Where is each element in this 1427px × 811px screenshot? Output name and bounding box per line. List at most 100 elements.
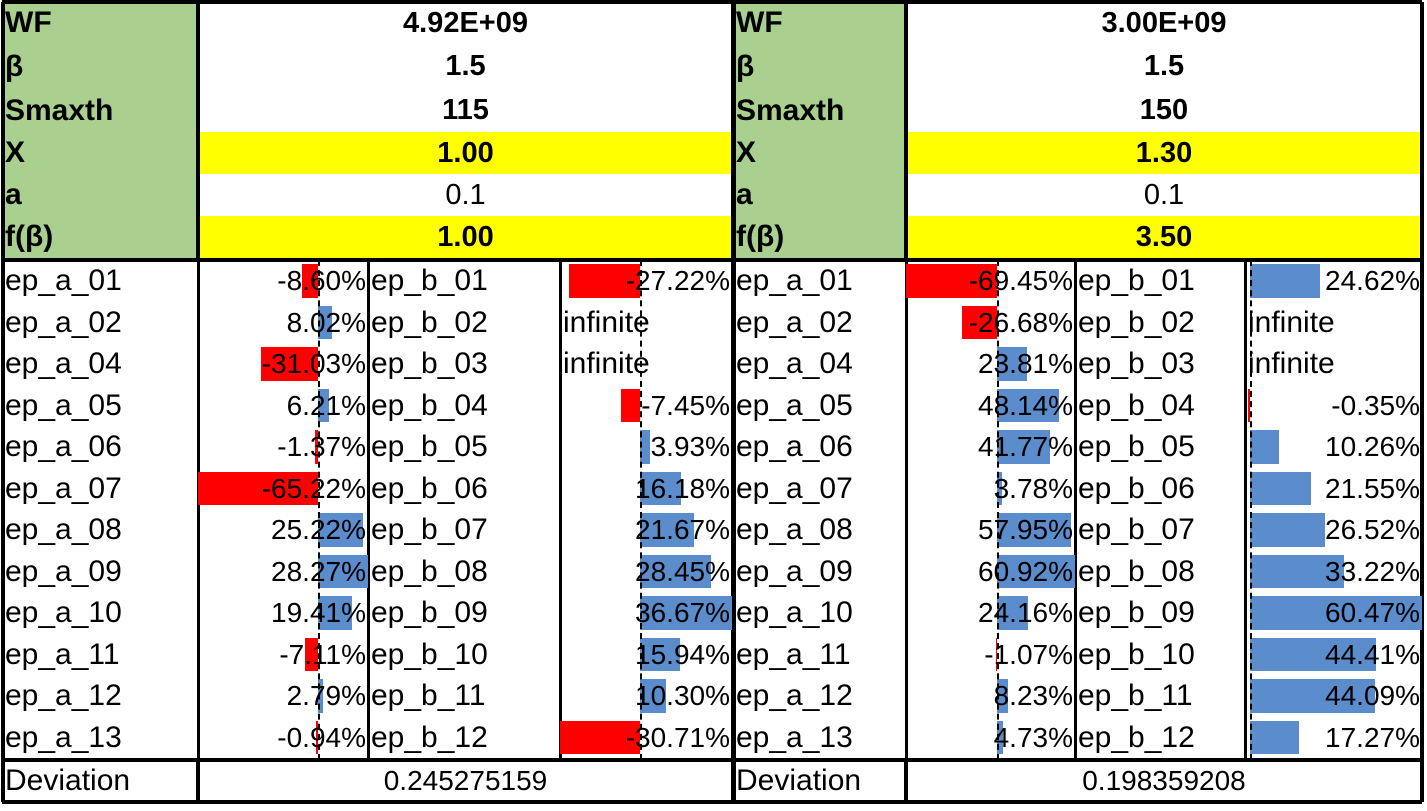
param-label-2-text: Smaxth (5, 93, 114, 127)
param-label-2: Smaxth (733, 89, 906, 132)
deviation-value: 0.198359208 (906, 760, 1422, 802)
value-cell-a-text: 4.73% (993, 721, 1073, 753)
positive-bar (1250, 679, 1376, 713)
value-cell-b: -27.22% (560, 260, 732, 302)
grid-line (2, 0, 733, 4)
param-value-1-text: 1.5 (1143, 50, 1185, 82)
grid-line (1074, 260, 1077, 760)
value-cell-a-text: -65.22% (261, 472, 366, 504)
row-label-b: ep_b_06 (1075, 468, 1245, 509)
param-label-0: WF (2, 2, 198, 44)
value-cell-b: 15.94% (560, 634, 732, 675)
row-label-a-text: ep_a_09 (736, 554, 853, 588)
param-label-3-text: X (5, 136, 26, 169)
value-cell-b-text: 28.45% (635, 555, 730, 587)
positive-bar (640, 638, 680, 671)
positive-bar (318, 389, 329, 422)
positive-bar (997, 472, 1002, 505)
row-label-a: ep_a_08 (733, 509, 906, 551)
value-cell-b-text: 16.18% (635, 472, 730, 504)
grid-line (732, 2, 736, 802)
row-label-b: ep_b_05 (1075, 426, 1245, 468)
deviation-label: Deviation (2, 760, 198, 802)
value-cell-a: -1.07% (906, 634, 1075, 675)
row-label-b-text: ep_b_04 (1078, 388, 1195, 422)
value-cell-b: infinite (1245, 343, 1422, 385)
positive-bar (997, 513, 1072, 547)
param-value-0-text: 4.92E+09 (403, 6, 528, 39)
row-label-a: ep_a_04 (2, 343, 198, 385)
value-cell-b-text: 21.55% (1325, 472, 1420, 504)
row-label-b-text: ep_b_01 (371, 264, 488, 297)
value-cell-a-text: -0.94% (277, 721, 366, 753)
row-label-b: ep_b_06 (368, 468, 560, 509)
value-cell-b-text: -7.45% (641, 389, 730, 421)
negative-bar (906, 264, 997, 298)
positive-bar (1250, 472, 1312, 505)
value-cell-a-text: -69.45% (968, 265, 1073, 296)
value-cell-a: -69.45% (906, 260, 1075, 302)
value-cell-a: 60.92% (906, 551, 1075, 592)
value-cell-b-text: 21.67% (635, 514, 730, 545)
positive-bar (318, 306, 333, 339)
row-label-b: ep_b_08 (368, 551, 560, 592)
value-cell-b-text: infinite (563, 347, 650, 380)
value-cell-b-text: 60.47% (1325, 597, 1420, 628)
row-label-b-text: ep_b_08 (371, 554, 488, 588)
row-label-b-text: ep_b_12 (371, 720, 488, 754)
value-cell-b: 26.52% (1245, 509, 1422, 551)
row-label-a-text: ep_a_09 (5, 554, 122, 588)
row-label-a: ep_a_04 (733, 343, 906, 385)
row-label-a: ep_a_01 (2, 260, 198, 302)
value-cell-b-text: -27.22% (625, 265, 730, 296)
grid-line (733, 258, 1422, 262)
positive-bar (997, 389, 1059, 422)
row-label-a-text: ep_a_04 (5, 347, 122, 380)
value-cell-a-text: 48.14% (978, 389, 1073, 421)
param-label-4-text: a (5, 178, 22, 211)
positive-bar (997, 347, 1028, 381)
negative-bar (995, 638, 997, 671)
row-label-a: ep_a_09 (733, 551, 906, 592)
row-label-a: ep_a_06 (2, 426, 198, 468)
row-label-b-text: ep_b_02 (1078, 305, 1195, 339)
value-cell-a: 2.79% (198, 675, 368, 717)
row-label-a: ep_a_13 (2, 717, 198, 758)
row-label-b-text: ep_b_02 (371, 305, 488, 339)
param-value-0: 3.00E+09 (906, 2, 1422, 44)
param-value-4: 0.1 (906, 174, 1422, 216)
value-cell-b: infinite (1245, 302, 1422, 343)
value-cell-b-text: 3.93% (650, 431, 730, 462)
row-label-a-text: ep_a_13 (736, 720, 853, 754)
row-label-b-text: ep_b_07 (1078, 513, 1195, 546)
row-label-b-text: ep_b_10 (1078, 637, 1195, 671)
param-label-1-text: β (736, 49, 755, 83)
negative-bar (569, 264, 640, 298)
row-label-b: ep_b_12 (368, 717, 560, 758)
positive-bar (997, 430, 1051, 464)
positive-bar (997, 721, 1004, 754)
row-label-b: ep_b_07 (1075, 509, 1245, 551)
param-label-4-text: a (736, 178, 753, 211)
deviation-value-text: 0.198359208 (1082, 765, 1246, 796)
positive-bar (1250, 638, 1377, 671)
value-cell-b-text: infinite (1248, 305, 1335, 339)
param-label-4: a (2, 174, 198, 216)
positive-bar (1250, 721, 1300, 754)
negative-bar (198, 472, 318, 505)
value-cell-b: infinite (560, 302, 732, 343)
param-label-1-text: β (5, 49, 24, 83)
param-value-2-text: 150 (1139, 94, 1189, 126)
param-value-1: 1.5 (198, 44, 733, 89)
grid-line (197, 260, 200, 760)
row-label-b-text: ep_b_07 (371, 513, 488, 546)
value-cell-a-text: 24.16% (978, 597, 1073, 628)
value-cell-b-text: 26.52% (1325, 514, 1420, 545)
value-cell-b: -0.35% (1245, 385, 1422, 426)
value-cell-b: 24.62% (1245, 260, 1422, 302)
param-label-0: WF (733, 2, 906, 44)
param-value-2: 115 (198, 89, 733, 132)
row-label-b: ep_b_02 (368, 302, 560, 343)
negative-bar (304, 638, 318, 671)
